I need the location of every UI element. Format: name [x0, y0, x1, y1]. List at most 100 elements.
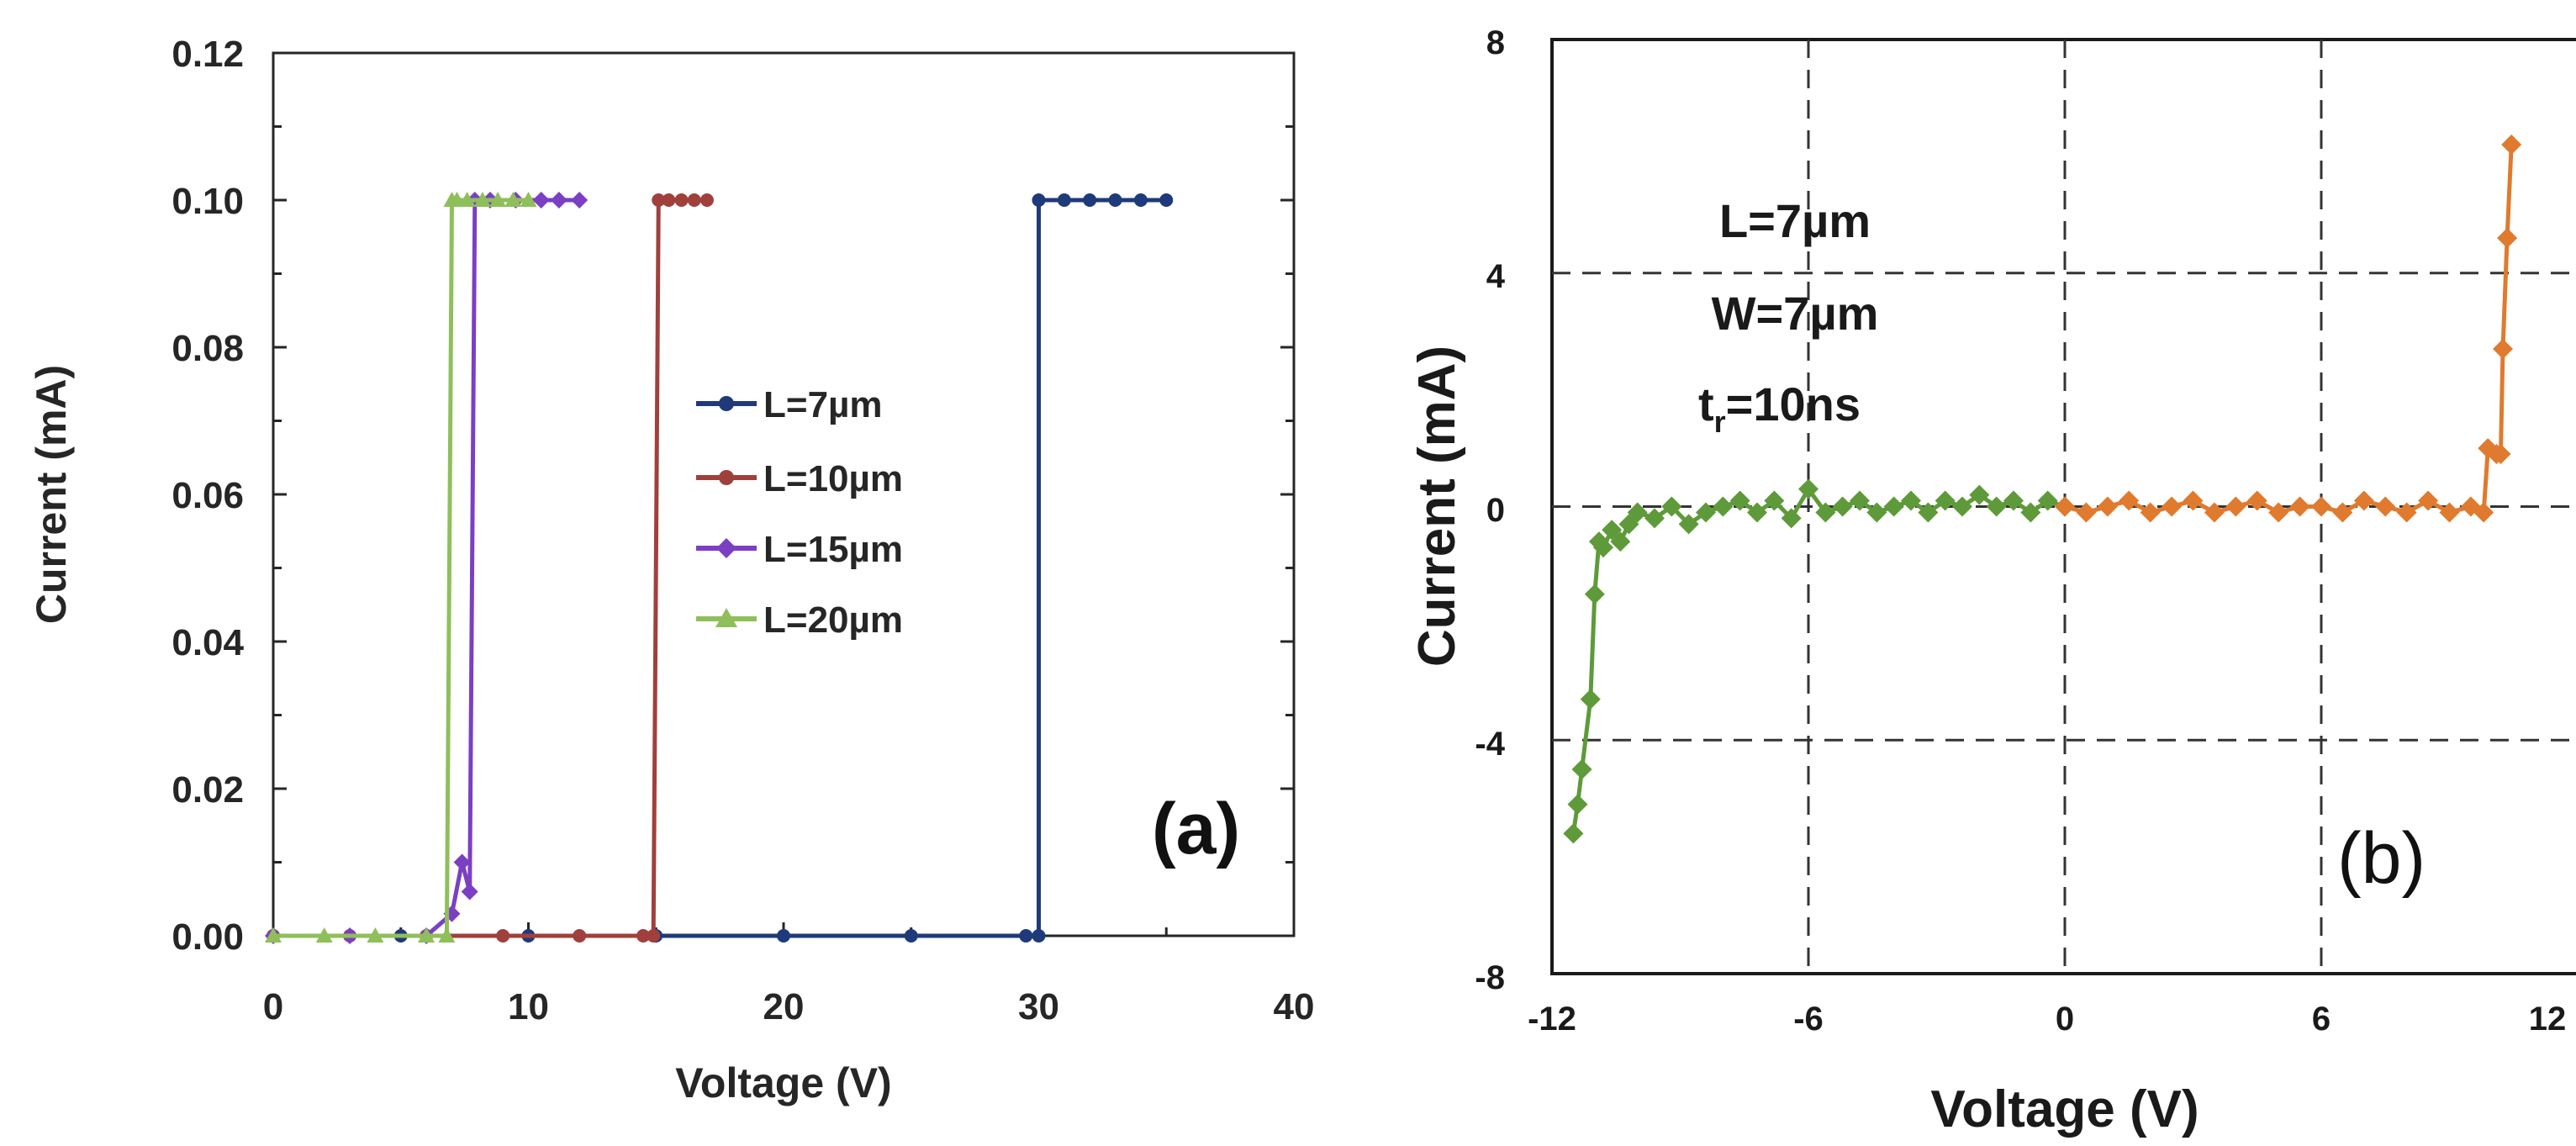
data-point: [1866, 502, 1887, 523]
panel-b-xtick-label: -6: [1793, 1001, 1824, 1038]
series-line: [273, 198, 1167, 938]
data-point: [1563, 823, 1584, 844]
panel-b-ytick-label: 4: [1486, 258, 1506, 295]
data-point: [550, 192, 567, 209]
data-point: [1019, 929, 1033, 943]
data-point: [1644, 508, 1665, 529]
data-point: [1584, 584, 1605, 605]
data-point: [1832, 496, 1853, 517]
data-point: [2076, 502, 2097, 523]
data-point: [496, 929, 510, 943]
data-point: [647, 929, 661, 943]
data-point: [2311, 496, 2331, 517]
panel-b-xtick-label: 0: [2056, 1001, 2074, 1038]
series-line: [273, 198, 529, 938]
data-point: [2439, 502, 2460, 523]
data-point: [473, 192, 491, 207]
data-point: [904, 929, 918, 943]
data-point: [2037, 490, 2058, 511]
data-point: [2473, 502, 2494, 523]
series-4: [265, 192, 537, 943]
data-point: [367, 927, 384, 943]
panel-a-chart: 0.00 0.02 0.04 0.06 0.08 0.10 0.12 0 10 …: [28, 34, 1314, 1106]
panel-a-xtick-label: 10: [508, 986, 549, 1027]
legend-label: L=7µm: [763, 384, 883, 425]
data-point: [662, 193, 676, 207]
data-point: [2003, 490, 2024, 511]
panel-a-series-group: [265, 192, 1174, 944]
data-point: [2332, 502, 2353, 523]
data-point: [1883, 496, 1904, 517]
panel-b-ytick-label: 0: [1486, 492, 1505, 529]
legend-swatch-marker: [719, 396, 734, 411]
legend-swatch-marker: [716, 538, 736, 558]
legend-label: L=15µm: [763, 529, 903, 570]
data-point: [1729, 490, 1750, 511]
data-point: [2225, 496, 2246, 517]
panel-b-label: (b): [2337, 818, 2426, 899]
data-point: [687, 193, 701, 207]
panel-a-xtick-label: 0: [263, 986, 283, 1027]
data-point: [777, 929, 790, 943]
data-point: [1764, 490, 1785, 511]
data-point: [1696, 502, 1716, 523]
data-point: [699, 193, 714, 207]
data-point: [1571, 758, 1592, 779]
legend-swatch-marker: [719, 470, 734, 485]
series-line: [1570, 487, 2066, 834]
data-point: [1918, 502, 1939, 523]
panel-a-tick-marks: [272, 51, 1296, 937]
data-point: [2501, 134, 2522, 155]
series-2: [2055, 134, 2522, 523]
data-point: [1133, 193, 1148, 207]
data-point: [1567, 794, 1588, 815]
data-point: [571, 192, 589, 209]
data-point: [1057, 193, 1071, 207]
data-point: [520, 192, 537, 207]
panel-b-series-group: [1563, 134, 2522, 844]
data-point: [1580, 689, 1601, 710]
panel-b-y-axis-label: Current (mA): [1408, 346, 1466, 667]
data-point: [1747, 502, 1767, 523]
panel-a-x-axis-label: Voltage (V): [675, 1059, 891, 1106]
data-point: [674, 193, 689, 207]
panel-a-y-tick-labels: 0.00 0.02 0.04 0.06 0.08 0.10 0.12: [172, 34, 244, 958]
data-point: [2289, 496, 2310, 517]
series-1: [1563, 478, 2075, 844]
panel-b-ytick-label: 8: [1486, 24, 1505, 61]
panel-a-x-tick-labels: 0 10 20 30 40: [263, 986, 1315, 1027]
series-line: [273, 198, 580, 938]
series-1: [267, 193, 1174, 943]
data-point: [458, 192, 476, 207]
legend-entry-L10: L=10µm: [696, 458, 903, 499]
data-point: [1969, 484, 1990, 505]
panel-a-label: (a): [1152, 789, 1240, 869]
panel-a-xtick-label: 30: [1018, 986, 1059, 1027]
data-point: [2375, 496, 2396, 517]
panel-a-ytick-label: 0.10: [172, 181, 244, 222]
data-point: [2055, 496, 2075, 517]
data-point: [2183, 490, 2204, 511]
data-point: [1108, 193, 1122, 207]
data-point: [265, 927, 282, 943]
annotation-rise-time-subscript: r: [1714, 404, 1726, 439]
legend-entry-L15: L=15µm: [696, 529, 903, 570]
data-point: [652, 193, 666, 207]
data-point: [1986, 496, 2007, 517]
data-point: [2246, 490, 2267, 511]
panel-b-xtick-label: 12: [2529, 1001, 2567, 1038]
panel-b-ytick-label: -4: [1475, 726, 1505, 763]
panel-b-xtick-label: -12: [1528, 1001, 1576, 1038]
data-point: [315, 927, 333, 943]
panel-a-ytick-label: 0.00: [172, 916, 244, 958]
legend-label: L=10µm: [763, 458, 903, 499]
data-point: [573, 929, 587, 943]
data-point: [1610, 531, 1631, 552]
data-point: [1032, 193, 1046, 207]
panel-a-y-axis-label: Current (mA): [28, 365, 75, 624]
data-point: [2162, 496, 2183, 517]
data-point: [2353, 490, 2374, 511]
panel-b-annotation: L=7µm W=7µm tr=10ns: [1698, 194, 1878, 439]
panel-b-x-axis-label: Voltage (V): [1930, 1080, 2199, 1138]
panel-b-xtick-label: 6: [2312, 1001, 2331, 1038]
